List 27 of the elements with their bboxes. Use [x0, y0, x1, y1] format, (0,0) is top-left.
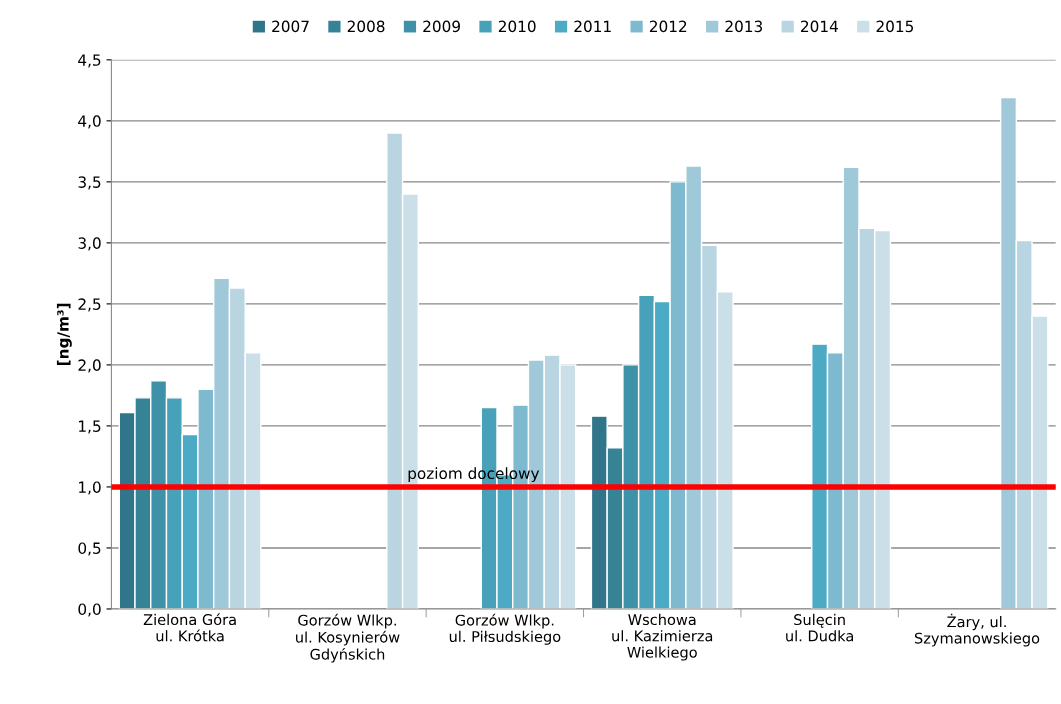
- legend-label: 2010: [498, 20, 536, 33]
- x-tick-label: Zielona Góra ul. Krótka: [143, 613, 236, 642]
- x-tick-label: Żary, ul. Szymanowskiego: [914, 613, 1040, 647]
- y-tick-label: 3,5: [78, 176, 101, 190]
- legend-label: 2007: [272, 20, 309, 33]
- legend-label: 2009: [423, 20, 460, 33]
- y-tick-label: 0,0: [78, 603, 101, 617]
- y-tick-label: 1,5: [79, 420, 101, 434]
- y-tick-label: 2,5: [78, 298, 101, 312]
- x-tick-label: Gorzów Wlkp. ul. Kosynierów Gdyńskich: [296, 613, 400, 663]
- y-tick-label: 4,0: [78, 115, 101, 129]
- y-tick-label: 1,0: [79, 481, 101, 495]
- legend-label: 2008: [347, 20, 385, 33]
- x-tick-label: Sulęcin ul. Dudka: [786, 613, 854, 642]
- y-axis-title: [ng/m³]: [56, 303, 72, 366]
- x-tick-label: Wschowa ul. Kazimierza Wielkiego: [612, 613, 713, 661]
- legend-label: 2014: [801, 20, 838, 33]
- legend-label: 2012: [649, 20, 687, 33]
- x-tick-label: Gorzów Wlkp. ul. Piłsudskiego: [449, 613, 561, 645]
- y-tick-label: 4,5: [78, 54, 101, 68]
- y-tick-label: 2,0: [78, 359, 101, 373]
- legend-label: 2015: [876, 20, 914, 33]
- y-tick-label: 3,0: [78, 237, 101, 251]
- ref-line-label: poziom docelowy: [408, 467, 540, 483]
- y-tick-label: 0,5: [78, 542, 101, 556]
- legend-label: 2013: [725, 20, 763, 33]
- legend-label: 2011: [574, 20, 611, 33]
